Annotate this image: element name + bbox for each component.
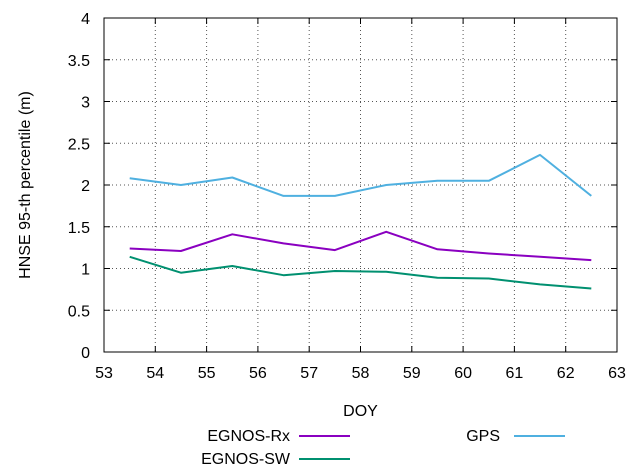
y-tick-label: 2 xyxy=(81,178,90,195)
x-axis-title: DOY xyxy=(343,403,378,420)
x-tick-label: 58 xyxy=(352,365,370,382)
axis-ticks: 53 54 55 56 57 58 59 60 61 62 63 0 0.5 1 1.5 2 2.5 3 3.5 4 xyxy=(68,11,626,382)
x-tick-label: 55 xyxy=(198,365,216,382)
x-tick-label: 62 xyxy=(557,365,575,382)
legend-label-gps: GPS xyxy=(466,428,500,445)
x-tick-label: 57 xyxy=(300,365,318,382)
y-tick-label: 0.5 xyxy=(68,303,90,320)
legend: EGNOS-Rx GPS EGNOS-SW xyxy=(201,428,565,468)
y-tick-label: 4 xyxy=(81,11,90,28)
x-tick-label: 61 xyxy=(506,365,524,382)
series-line-gps xyxy=(129,153,592,197)
y-tick-label: 0 xyxy=(81,345,90,362)
legend-label-egnos-rx: EGNOS-Rx xyxy=(207,428,290,445)
x-tick-label: 59 xyxy=(403,365,421,382)
x-tick-label: 63 xyxy=(608,365,626,382)
x-tick-label: 60 xyxy=(454,365,472,382)
y-tick-label: 3 xyxy=(81,95,90,112)
grid xyxy=(104,18,617,352)
y-tick-label: 2.5 xyxy=(68,136,90,153)
series-line-egnos-sw xyxy=(129,255,592,290)
y-tick-label: 1 xyxy=(81,262,90,279)
y-axis-title: HNSE 95-th percentile (m) xyxy=(17,91,34,279)
x-tick-label: 54 xyxy=(146,365,164,382)
series-line-egnos-rx xyxy=(129,230,592,262)
x-tick-label: 53 xyxy=(95,365,113,382)
series-layer xyxy=(129,153,592,290)
x-tick-label: 56 xyxy=(249,365,267,382)
legend-label-egnos-sw: EGNOS-SW xyxy=(201,451,291,468)
y-tick-label: 1.5 xyxy=(68,220,90,237)
y-tick-label: 3.5 xyxy=(68,53,90,70)
